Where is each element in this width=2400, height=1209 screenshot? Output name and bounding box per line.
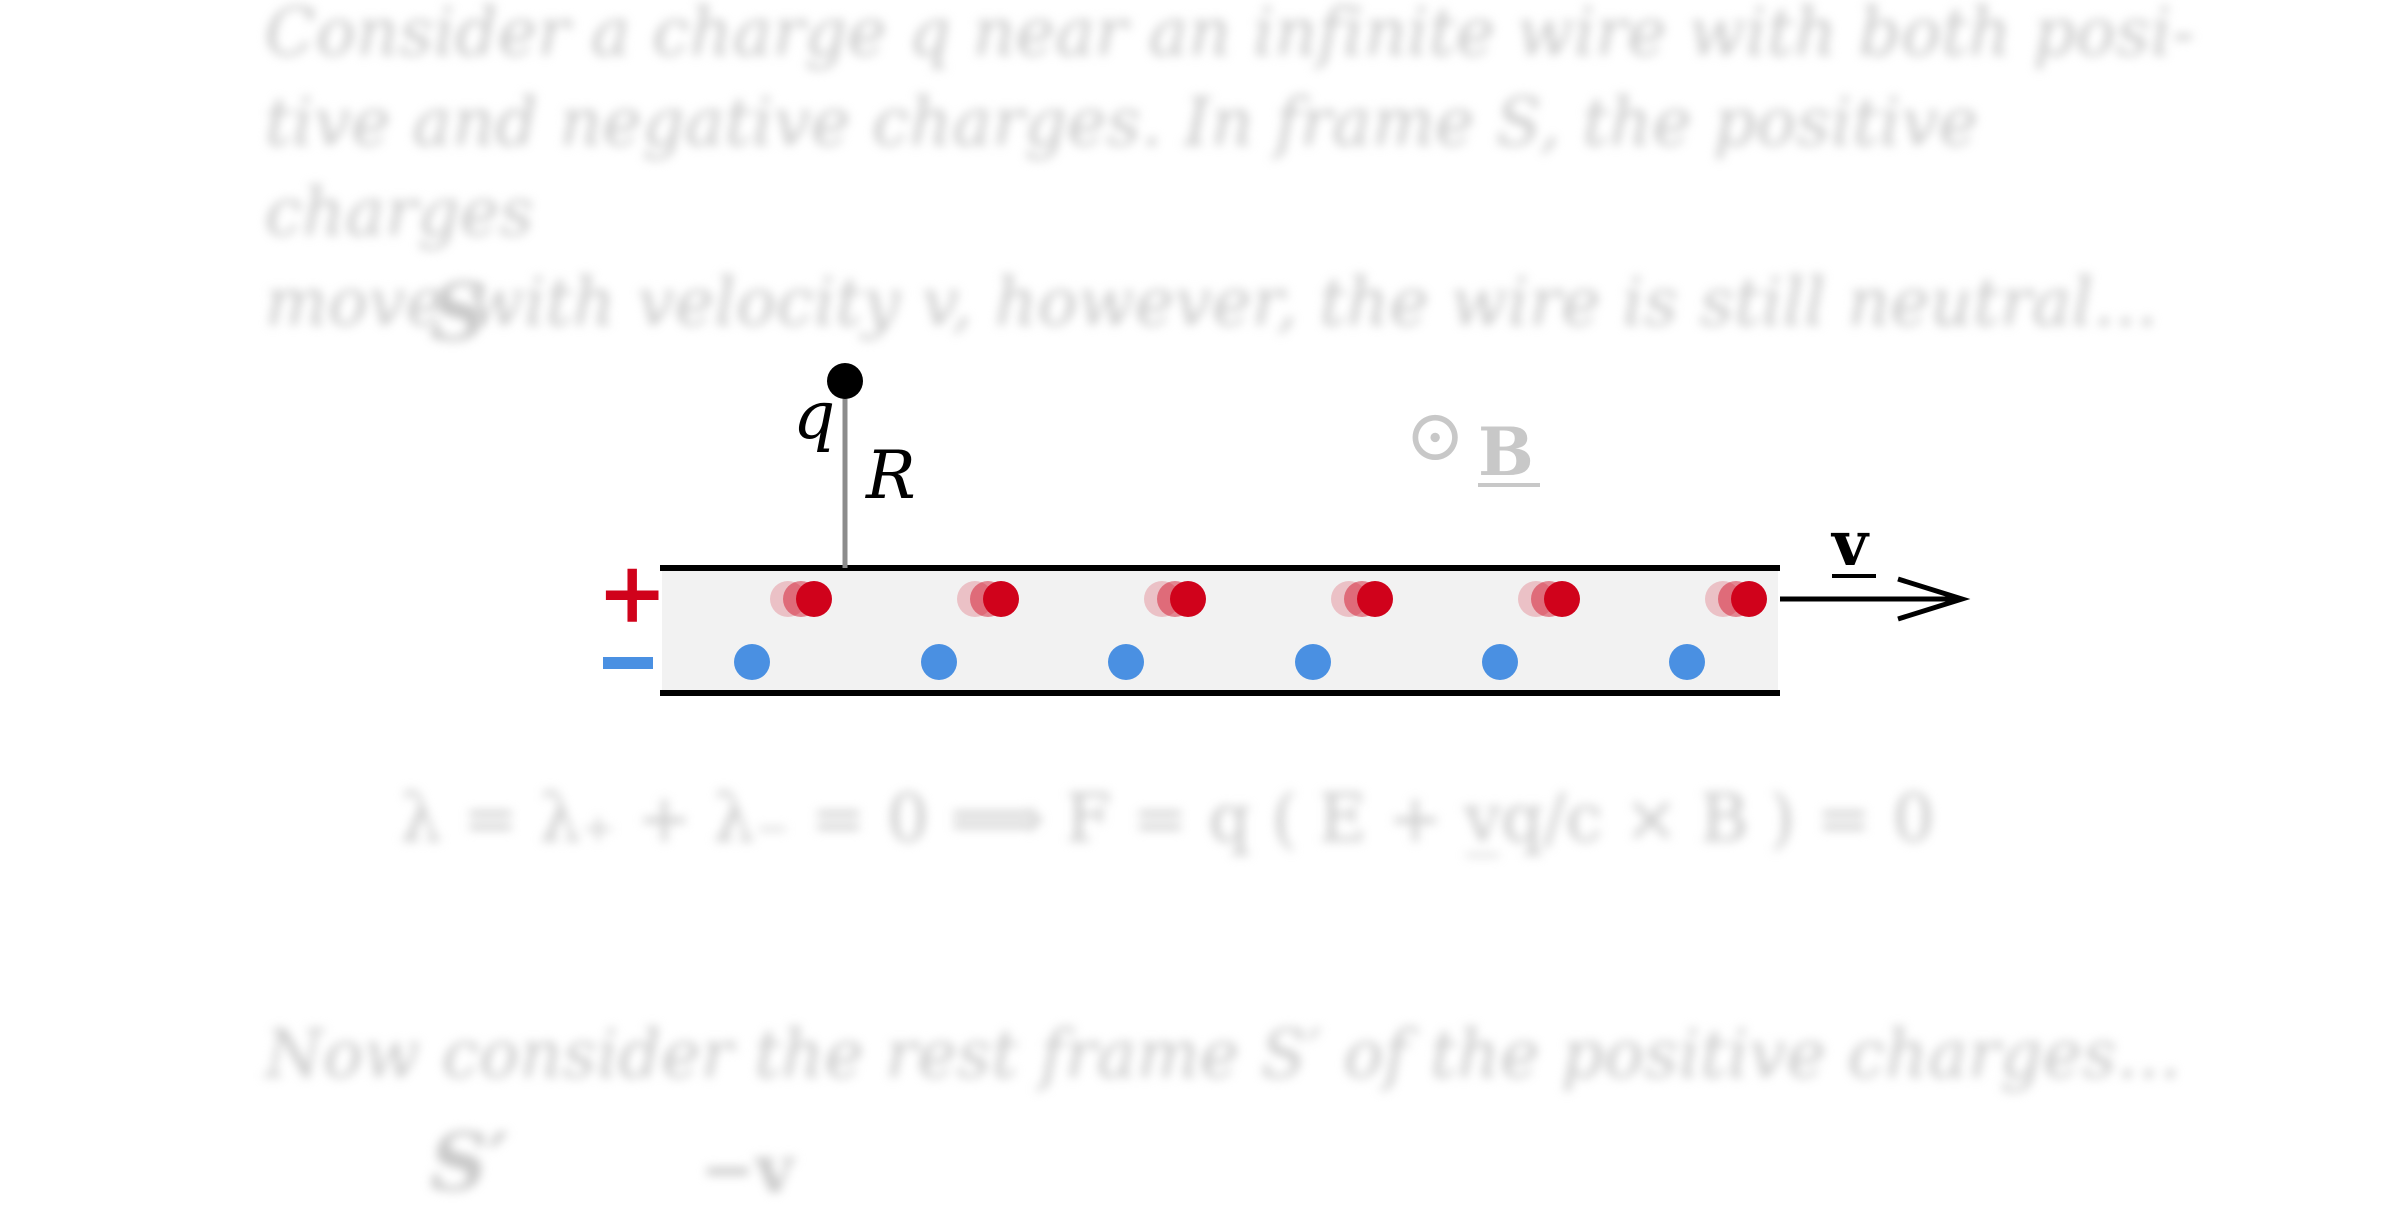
outro-text: Now consider the rest frame S′ of the po… bbox=[265, 1016, 2182, 1093]
intro-line-2: tive and negative charges. In frame S, t… bbox=[265, 84, 1979, 251]
positive-charge bbox=[1170, 581, 1206, 617]
minus-sign bbox=[603, 657, 653, 669]
positive-charge bbox=[983, 581, 1019, 617]
field-out-of-page-icon: ⊙ bbox=[1405, 393, 1465, 477]
frame-s-label: S bbox=[430, 265, 488, 359]
negative-charge bbox=[1669, 644, 1705, 680]
positive-charge bbox=[796, 581, 832, 617]
positive-charge-motion-trail bbox=[1144, 581, 1180, 617]
partial-equation-text: −v bbox=[700, 1130, 794, 1208]
charge-label: q bbox=[793, 377, 835, 454]
positive-charge-motion-trail bbox=[1518, 581, 1554, 617]
negative-charge bbox=[921, 644, 957, 680]
charges-group bbox=[734, 581, 1767, 680]
negative-charge bbox=[734, 644, 770, 680]
distance-label: R bbox=[865, 437, 916, 514]
negative-charge bbox=[1108, 644, 1144, 680]
intro-paragraph: Consider a charge q near an infinite wir… bbox=[265, 0, 2205, 348]
negative-charge bbox=[1482, 644, 1518, 680]
frame-s-prime-label: S′ bbox=[430, 1115, 509, 1209]
positive-charge bbox=[1731, 581, 1767, 617]
positive-charge-motion-trail bbox=[1331, 581, 1367, 617]
intro-line-3: move with velocity v, however, the wire … bbox=[265, 264, 2159, 341]
positive-charge-motion-trail bbox=[770, 581, 806, 617]
field-label: B bbox=[1478, 413, 1534, 491]
negative-charge bbox=[1295, 644, 1331, 680]
velocity-label: v bbox=[1830, 507, 1870, 580]
wire-body bbox=[662, 568, 1778, 693]
velocity-arrow-head bbox=[1897, 576, 1971, 622]
positive-charge-motion-trail bbox=[1705, 581, 1741, 617]
test-charge bbox=[827, 363, 863, 399]
intro-line-1: Consider a charge q near an infinite wir… bbox=[265, 0, 2195, 71]
positive-charge bbox=[1544, 581, 1580, 617]
equation: λ = λ₊ + λ₋ = 0 ⟹ F = q ( E + v̲q/c × B … bbox=[400, 780, 1935, 857]
positive-charge bbox=[1357, 581, 1393, 617]
positive-charge-motion-trail bbox=[957, 581, 993, 617]
plus-sign: + bbox=[597, 543, 667, 642]
